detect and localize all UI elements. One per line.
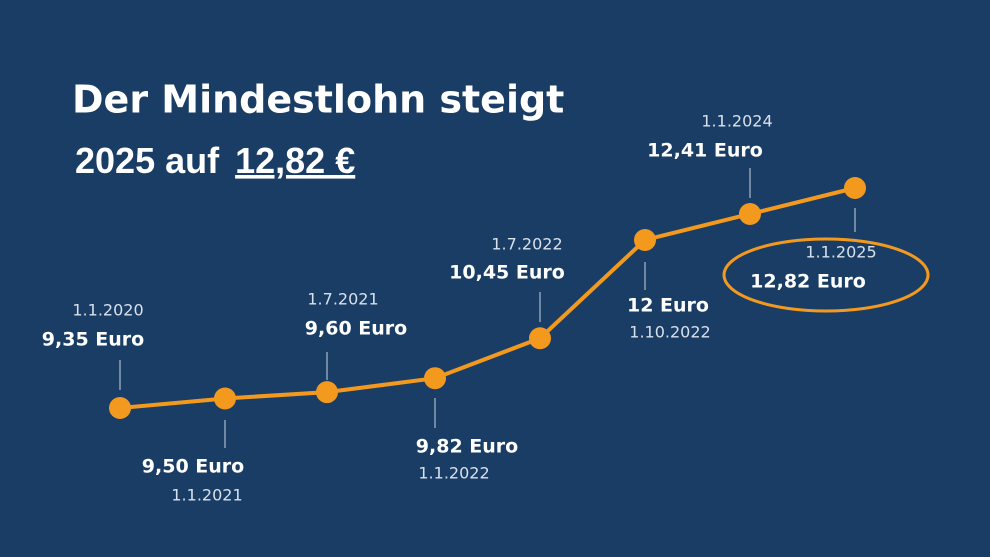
date-label: 1.1.2025	[805, 243, 876, 262]
date-label: 1.1.2021	[171, 486, 242, 505]
point	[316, 381, 338, 404]
value-label: 12,41 Euro	[647, 140, 763, 162]
value-label: 9,35 Euro	[42, 329, 144, 351]
point	[739, 202, 761, 225]
subtitle: 2025 auf 12,82 €	[75, 140, 355, 181]
date-label: 1.1.2024	[701, 112, 772, 131]
point	[529, 327, 551, 350]
point	[844, 177, 866, 199]
value-label: 9,82 Euro	[416, 436, 518, 458]
highlight-ellipse	[722, 237, 930, 313]
date-label: 1.7.2021	[307, 290, 378, 309]
point	[214, 387, 236, 410]
value-label: 10,45 Euro	[449, 262, 565, 284]
date-label: 1.1.2022	[418, 464, 489, 483]
line	[119, 186, 856, 410]
value-label: 9,50 Euro	[142, 456, 244, 478]
subtitle-text: 2025 auf	[75, 140, 220, 181]
point	[424, 367, 446, 390]
date-label: 1.1.2020	[72, 301, 143, 320]
value-label: 12,82 Euro	[750, 271, 866, 293]
date-label: 1.7.2022	[491, 235, 562, 254]
value-label: 9,60 Euro	[305, 318, 407, 340]
subtitle-highlight: 12,82 €	[235, 140, 355, 181]
value-label: 12 Euro	[627, 295, 709, 317]
point	[109, 397, 131, 419]
chart-title: Der Mindestlohn steigt	[72, 78, 564, 122]
point	[634, 228, 656, 251]
date-label: 1.10.2022	[629, 323, 710, 342]
